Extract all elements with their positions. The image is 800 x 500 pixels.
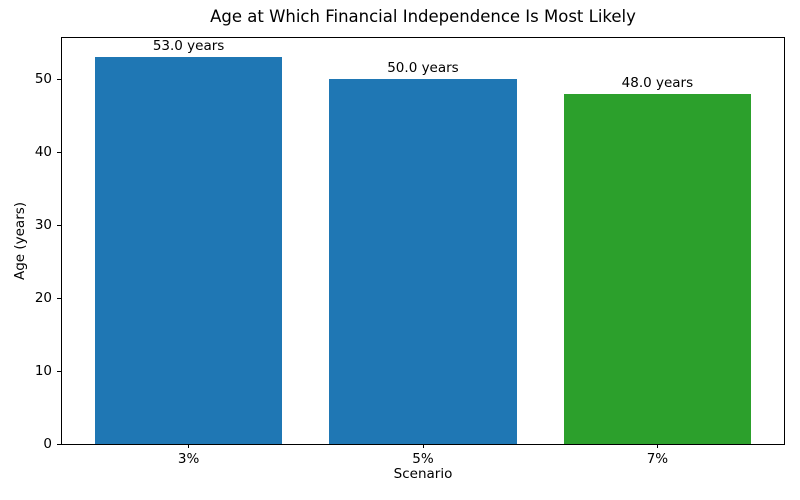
x-tick-mark <box>656 444 658 448</box>
bar-value-label: 50.0 years <box>387 60 459 77</box>
y-tick-label: 10 <box>34 363 52 380</box>
plot-area: 53.0 years 3% 50.0 years 5% 48.0 years 7% 0 10 2… <box>35 37 785 467</box>
y-tick-mark <box>57 78 61 80</box>
y-tick-mark <box>57 370 61 372</box>
bar-5% <box>329 79 517 444</box>
y-tick-label: 0 <box>43 436 52 452</box>
x-tick-label: 3% <box>177 451 200 467</box>
y-axis-label: Age (years) <box>12 201 28 281</box>
x-tick-mark <box>422 444 424 448</box>
y-tick-mark <box>57 297 61 299</box>
x-tick-label: 5% <box>412 451 434 467</box>
bar-value-label: 48.0 years <box>621 74 694 91</box>
y-tick-mark <box>57 151 61 153</box>
y-tick-label: 50 <box>34 71 52 88</box>
y-tick-label: 30 <box>34 217 52 234</box>
chart-title: Age at Which Financial Independence Is M… <box>210 7 636 26</box>
y-tick-label: 20 <box>34 290 52 307</box>
y-tick-label: 40 <box>34 144 52 161</box>
bar-7% <box>563 93 752 444</box>
bar-3% <box>94 57 283 444</box>
y-tick-mark <box>57 224 61 226</box>
x-tick-label: 7% <box>646 451 669 467</box>
x-axis-label: Scenario <box>393 466 453 482</box>
x-tick-mark <box>188 444 190 448</box>
y-tick-mark <box>57 443 61 445</box>
bar-value-label: 53.0 years <box>152 38 225 55</box>
